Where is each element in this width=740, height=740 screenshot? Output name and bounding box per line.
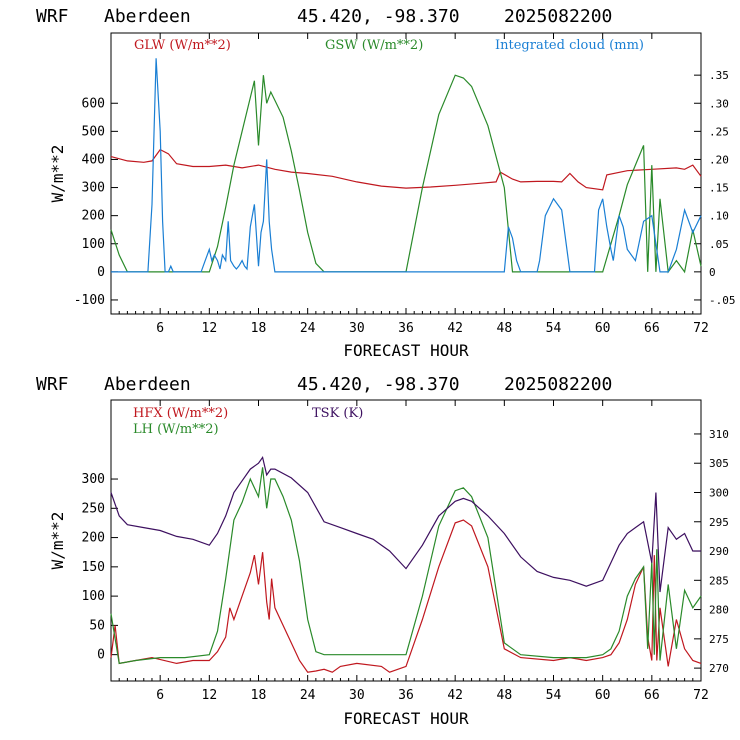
header-site: Aberdeen [104,6,191,27]
plot-frame [110,399,702,682]
legend-hfx: HFX (W/m**2) [133,406,228,421]
x-tick-label: 66 [644,321,660,336]
x-tick-label: 42 [447,321,463,336]
x-tick-label: 30 [349,688,365,703]
header-model: WRF [36,6,69,27]
y-axis-label: W/m**2 [48,145,67,203]
chart-panel-2: WRF Aberdeen 45.420, -98.370 2025082200 6 12 1… [36,374,729,728]
x-tick-label: 42 [447,688,463,703]
legend-lh: LH (W/m**2) [133,422,219,437]
header-coords: 45.420, -98.370 [297,374,460,395]
y2-tick-label: 295 [709,516,729,529]
y2-tick-label: 305 [709,457,729,470]
legend-integrated: Integrated cloud (mm) [495,38,644,53]
legend-glw: GLW (W/m**2) [134,38,231,53]
y-tick-label: 150 [82,560,105,575]
y2-tick-label: 270 [709,662,729,675]
y2-tick-label: .10 [709,210,729,223]
series-line-glw [110,148,702,191]
y-tick-label: 0 [97,265,105,280]
x-tick-label: 12 [202,321,218,336]
y-tick-label: 200 [82,531,105,546]
x-tick-label: 36 [398,321,414,336]
y-tick-label: 300 [82,181,105,196]
x-tick-label: 12 [202,688,218,703]
y-tick-label: 300 [82,472,105,487]
y2-tick-label: .05 [709,238,729,251]
header-run: 2025082200 [504,6,612,27]
y2-tick-label: 275 [709,633,729,646]
legend-tsk: TSK (K) [312,406,363,421]
x-tick-label: 60 [595,321,611,336]
x-tick-label: 18 [251,688,267,703]
x-tick-label: 24 [300,321,316,336]
y-tick-label: 100 [82,589,105,604]
series-line-lh [110,467,702,665]
y-tick-label: 400 [82,152,105,167]
x-tick-label: 24 [300,688,316,703]
y2-tick-label: .25 [709,125,729,138]
y-tick-label: 50 [89,618,105,633]
x-tick-label: 6 [156,321,164,336]
header-run: 2025082200 [504,374,612,395]
x-tick-label: 30 [349,321,365,336]
y2-tick-label: .20 [709,153,729,166]
chart-panel-1: WRF Aberdeen 45.420, -98.370 2025082200 6 12 1… [36,6,736,360]
y-tick-label: 500 [82,124,105,139]
y-tick-label: 0 [97,648,105,663]
x-tick-label: 54 [546,688,562,703]
x-tick-label: 36 [398,688,414,703]
y2-tick-label: 0 [709,266,716,279]
y2-tick-label: 290 [709,545,729,558]
x-tick-label: 18 [251,321,267,336]
header-coords: 45.420, -98.370 [297,6,460,27]
y2-tick-label: .15 [709,182,729,195]
header-model: WRF [36,374,69,395]
x-tick-label: 66 [644,688,660,703]
x-tick-label: 48 [497,688,513,703]
series-line-gsw [110,74,702,274]
series-line-integrated [111,58,702,273]
y-tick-label: -100 [74,293,105,308]
y2-tick-label: .30 [709,97,729,110]
header-site: Aberdeen [104,374,191,395]
y2-tick-label: 285 [709,574,729,587]
x-tick-label: 6 [156,688,164,703]
x-axis-label: FORECAST HOUR [343,341,469,360]
y2-tick-label: .35 [709,69,729,82]
legend-gsw: GSW (W/m**2) [325,38,423,53]
y2-tick-label: 300 [709,486,729,499]
y-axis-label: W/m**2 [48,512,67,570]
y-tick-label: 600 [82,96,105,111]
x-tick-label: 60 [595,688,611,703]
x-tick-label: 54 [546,321,562,336]
y2-tick-label: -.05 [709,294,736,307]
y-tick-label: 100 [82,237,105,252]
x-axis-label: FORECAST HOUR [343,709,469,728]
series-line-tsk [110,455,701,593]
y2-tick-label: 310 [709,428,729,441]
y-tick-label: 200 [82,209,105,224]
y-tick-label: 250 [82,501,105,516]
x-tick-label: 72 [693,688,709,703]
x-tick-label: 72 [693,321,709,336]
x-tick-label: 48 [497,321,513,336]
series-line-hfx [110,519,702,673]
y2-tick-label: 280 [709,604,729,617]
